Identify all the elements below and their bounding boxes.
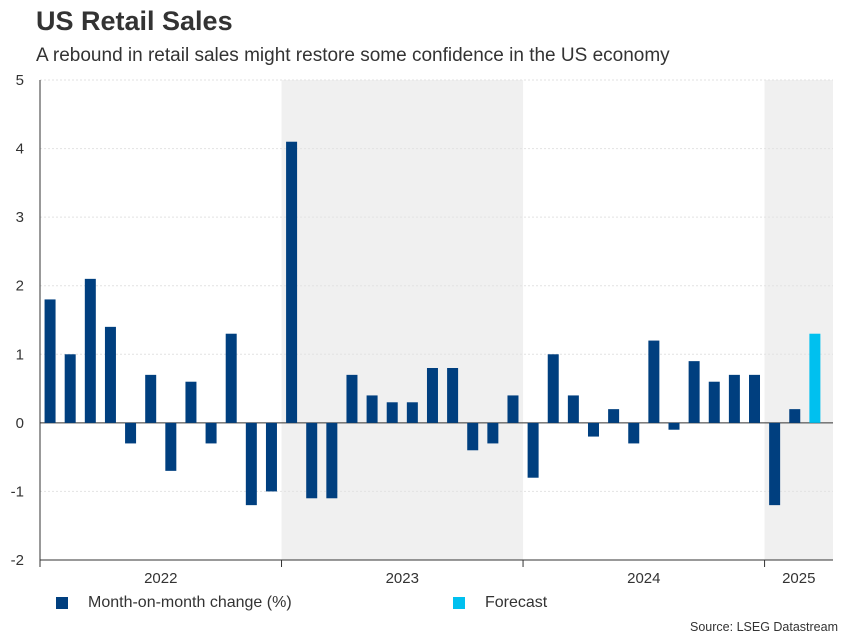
bar-2023-03: [326, 422, 338, 499]
year-shading-bands: [281, 80, 833, 560]
bar-2022-02: [64, 354, 76, 423]
bar-2022-01: [44, 299, 56, 423]
bar-2023-04: [346, 374, 358, 423]
source-note: Source: LSEG Datastream: [690, 620, 838, 634]
bar-2023-12: [507, 395, 519, 423]
bar-2023-10: [467, 422, 479, 451]
bar-2025-02: [789, 409, 801, 423]
bar-2024-11: [728, 374, 740, 423]
bar-2023-07: [406, 402, 418, 423]
y-tick-label: 4: [16, 141, 24, 158]
bar-2024-01: [527, 422, 539, 478]
y-axis: -2 -1 0 1 2 3 4 5: [11, 72, 41, 569]
bar-2024-10: [708, 381, 720, 423]
y-tick-label: 0: [16, 415, 24, 432]
y-tick-label: 1: [16, 346, 24, 363]
bar-2024-03: [567, 395, 579, 423]
bars: [44, 141, 821, 506]
bar-2022-05: [125, 422, 137, 444]
forecast-bar-2025-03: [809, 333, 821, 423]
x-tick-label-2024: 2024: [627, 570, 660, 587]
bar-2024-08: [668, 422, 680, 430]
legend-label-mom: Month-on-month change (%): [88, 594, 292, 611]
bar-2023-11: [487, 422, 499, 444]
bar-2023-05: [366, 395, 378, 423]
bar-2024-12: [749, 374, 761, 423]
bar-2023-02: [306, 422, 318, 499]
bar-2022-04: [104, 326, 116, 423]
bar-2024-05: [608, 409, 620, 423]
legend-swatch-forecast: [453, 597, 465, 609]
x-tick-label-2022: 2022: [144, 570, 177, 587]
bar-2022-11: [245, 422, 257, 506]
y-tick-label: -1: [11, 483, 24, 500]
bar-2024-07: [648, 340, 660, 423]
y-tick-label: 2: [16, 278, 24, 295]
y-tick-label: 3: [16, 209, 24, 226]
bar-2022-03: [84, 278, 96, 423]
bar-2023-06: [386, 402, 398, 423]
legend-swatch-mom: [56, 597, 68, 609]
bar-2023-08: [426, 368, 438, 423]
chart-subtitle: A rebound in retail sales might restore …: [36, 45, 670, 66]
bar-2023-09: [447, 368, 459, 423]
x-axis: 2022 2023 2024 2025: [39, 559, 833, 587]
x-tick-label-2023: 2023: [386, 570, 419, 587]
band-2023: [281, 80, 524, 560]
chart-title: US Retail Sales: [36, 6, 233, 36]
bar-2022-06: [145, 374, 157, 423]
bar-2022-08: [185, 381, 197, 423]
legend-label-forecast: Forecast: [485, 594, 548, 611]
bar-2022-07: [165, 422, 177, 471]
bar-2025-01: [769, 422, 781, 506]
bar-2024-06: [628, 422, 640, 444]
bar-2024-02: [547, 354, 559, 423]
bar-2024-09: [688, 361, 700, 423]
legend-item-mom: Month-on-month change (%): [56, 594, 292, 612]
bar-2024-04: [587, 422, 599, 437]
bar-2022-10: [225, 333, 237, 423]
bar-2022-12: [265, 422, 277, 492]
gridlines: [40, 79, 833, 492]
y-tick-label: -2: [11, 552, 24, 569]
bar-2022-09: [205, 422, 217, 444]
y-tick-label: 5: [16, 72, 24, 89]
bar-2023-01: [286, 141, 298, 423]
legend-item-forecast: Forecast: [453, 594, 547, 612]
x-tick-label-2025: 2025: [782, 570, 815, 587]
